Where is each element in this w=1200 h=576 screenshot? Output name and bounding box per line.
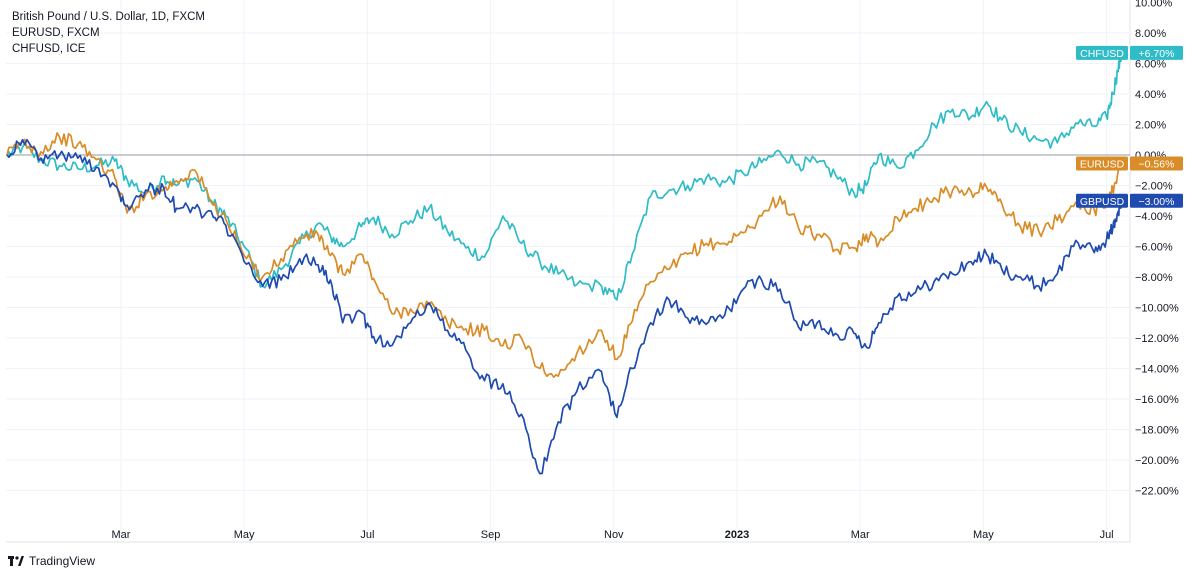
y-tick-label: −18.00% [1135,425,1179,437]
badge-value: −3.00% [1139,196,1175,208]
series-line-eurusd[interactable] [6,132,1123,379]
y-tick-label: −8.00% [1135,272,1173,284]
x-tick-label: Nov [604,529,624,541]
badge-name: EURUSD [1080,159,1125,171]
series-badges: CHFUSD +6.70% EURUSD −0.56% GBPUSD −3.00% [1076,45,1183,208]
x-tick-label: May [234,529,255,541]
y-tick-label: 10.00% [1135,0,1173,10]
brand-name: TradingView [29,554,96,568]
badge-value-bg [1130,45,1183,60]
x-tick-label: Sep [481,529,501,541]
badge-name-bg [1076,193,1128,208]
series-line-gbpusd[interactable] [6,138,1123,475]
badge-value: −0.56% [1139,159,1175,171]
y-tick-label: 4.00% [1135,89,1166,101]
x-axis: Mar May Jul Sep Nov 2023 Mar May Jul [111,529,1113,541]
badge-eurusd: EURUSD −0.56% [1076,156,1183,171]
badge-name-bg [1076,156,1128,171]
tradingview-brand[interactable]: TradingView [8,554,95,568]
x-tick-label: May [973,529,994,541]
badge-name: CHFUSD [1080,48,1124,60]
y-tick-label: −22.00% [1135,486,1179,498]
x-tick-label: Jul [360,529,374,541]
y-tick-label: 6.00% [1135,59,1166,71]
legend-gbpusd[interactable]: British Pound / U.S. Dollar, 1D, FXCM [12,11,206,23]
badge-value-bg [1130,193,1183,208]
x-tick-label: Mar [111,529,130,541]
badge-value-bg [1130,156,1183,171]
badge-gbpusd: GBPUSD −3.00% [1076,193,1183,208]
tradingview-logo-icon [8,556,24,566]
y-tick-label: −20.00% [1135,455,1179,467]
x-tick-label: 2023 [725,529,749,541]
legend-chfusd[interactable]: CHFUSD, ICE [12,43,86,55]
series-lines [6,52,1123,475]
grid-lines [6,0,1131,543]
y-tick-label: −16.00% [1135,394,1179,406]
y-tick-label: 2.00% [1135,120,1166,132]
y-tick-label: −6.00% [1135,242,1173,254]
y-tick-label: −4.00% [1135,211,1173,223]
y-tick-label: −12.00% [1135,333,1179,345]
y-tick-label: −14.00% [1135,364,1179,376]
legend-eurusd[interactable]: EURUSD, FXCM [12,27,100,39]
badge-name: GBPUSD [1080,196,1125,208]
badge-value: +6.70% [1139,48,1175,60]
y-tick-label: −10.00% [1135,303,1179,315]
series-line-chfusd[interactable] [6,52,1123,301]
x-tick-label: Jul [1100,529,1114,541]
badge-chfusd: CHFUSD +6.70% [1076,45,1183,60]
y-axis: 8.00%6.00%4.00%2.00%0.00%−2.00%−4.00%−6.… [1135,0,1179,498]
chart-legend: British Pound / U.S. Dollar, 1D, FXCM EU… [12,9,205,57]
y-tick-label: −2.00% [1135,181,1173,193]
x-tick-label: Mar [851,529,870,541]
y-tick-label: 8.00% [1135,28,1166,40]
badge-name-bg [1076,45,1128,60]
